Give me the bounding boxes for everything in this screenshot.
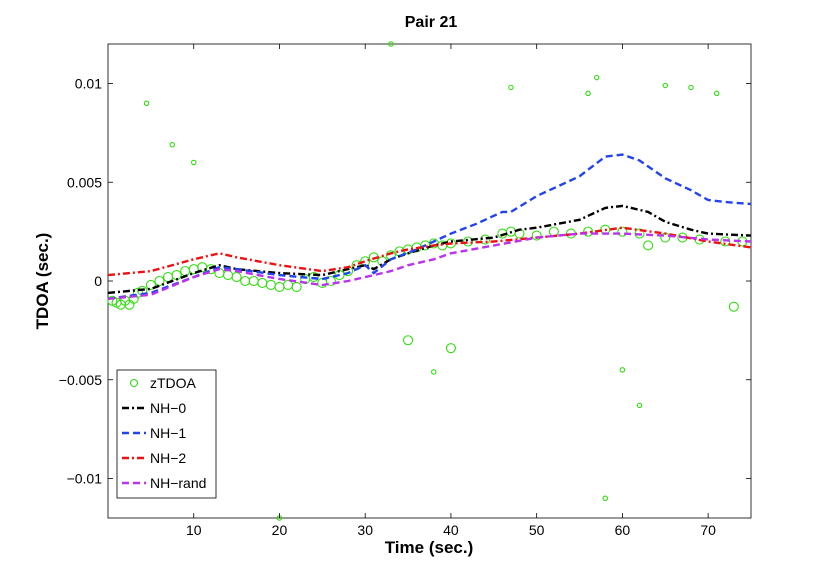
ztdoa-point xyxy=(403,335,414,346)
ztdoa-point xyxy=(593,74,600,81)
chart-title: Pair 21 xyxy=(405,14,458,31)
legend-label: NH−rand xyxy=(150,475,206,491)
ztdoa-point xyxy=(688,84,694,91)
ztdoa-point xyxy=(169,141,176,148)
legend: zTDOA NH−0 NH−1 NH−2 NH−rand xyxy=(116,369,217,499)
x-axis: 10 20 30 40 50 60 70 xyxy=(186,44,716,538)
series-line-nh-1 xyxy=(107,153,752,300)
ztdoa-point xyxy=(662,82,669,89)
y-tick-label: 0.005 xyxy=(67,174,102,190)
y-tick-label: 0.01 xyxy=(75,76,102,92)
x-tick-label: 30 xyxy=(357,522,373,538)
legend-label: zTDOA xyxy=(150,375,197,391)
ztdoa-point xyxy=(143,100,150,107)
ztdoa-point xyxy=(636,402,643,409)
x-tick-label: 20 xyxy=(272,522,288,538)
series-lines-layer xyxy=(107,153,752,300)
legend-marker-ztdoa xyxy=(129,378,139,388)
series-line-nh-2 xyxy=(107,226,752,277)
ztdoa-point xyxy=(445,343,456,354)
ztdoa-point xyxy=(643,240,654,251)
ztdoa-point xyxy=(508,84,514,91)
ztdoa-point xyxy=(463,236,474,247)
ztdoa-point xyxy=(480,234,491,245)
ztdoa-point xyxy=(585,90,591,97)
x-tick-label: 10 xyxy=(186,522,202,538)
x-tick-label: 70 xyxy=(700,522,716,538)
ztdoa-point xyxy=(291,281,302,292)
ztdoa-point xyxy=(583,226,594,237)
ztdoa-point xyxy=(145,279,156,291)
ztdoa-point xyxy=(728,301,739,312)
y-tick-label: −0.005 xyxy=(59,372,102,388)
legend-label: NH−0 xyxy=(150,400,186,416)
ztdoa-point xyxy=(154,275,165,287)
x-axis-label: Time (sec.) xyxy=(385,538,474,557)
ztdoa-point xyxy=(308,271,319,283)
series-line-nh-rand xyxy=(107,232,752,300)
ztdoa-point xyxy=(617,226,628,237)
ztdoa-point xyxy=(325,275,336,287)
ztdoa-point xyxy=(190,159,197,166)
y-tick-label: −0.01 xyxy=(67,471,103,487)
ztdoa-point xyxy=(388,41,394,47)
y-axis: −0.01 −0.005 0 0.005 0.01 xyxy=(59,76,751,487)
y-tick-label: 0 xyxy=(94,273,102,289)
legend-label: NH−1 xyxy=(150,425,186,441)
series-line-nh-0 xyxy=(107,204,752,295)
ztdoa-point xyxy=(531,230,542,241)
x-tick-label: 60 xyxy=(615,522,631,538)
ztdoa-point xyxy=(602,495,609,501)
ztdoa-point xyxy=(431,369,437,375)
legend-label: NH−2 xyxy=(150,450,186,466)
x-tick-label: 40 xyxy=(443,522,459,538)
x-tick-label: 50 xyxy=(529,522,545,538)
ztdoa-point xyxy=(634,228,645,239)
ztdoa-point xyxy=(713,90,720,97)
ztdoa-point xyxy=(619,367,626,373)
ztdoa-point xyxy=(231,271,242,283)
y-axis-label: TDOA (sec.) xyxy=(33,233,52,330)
